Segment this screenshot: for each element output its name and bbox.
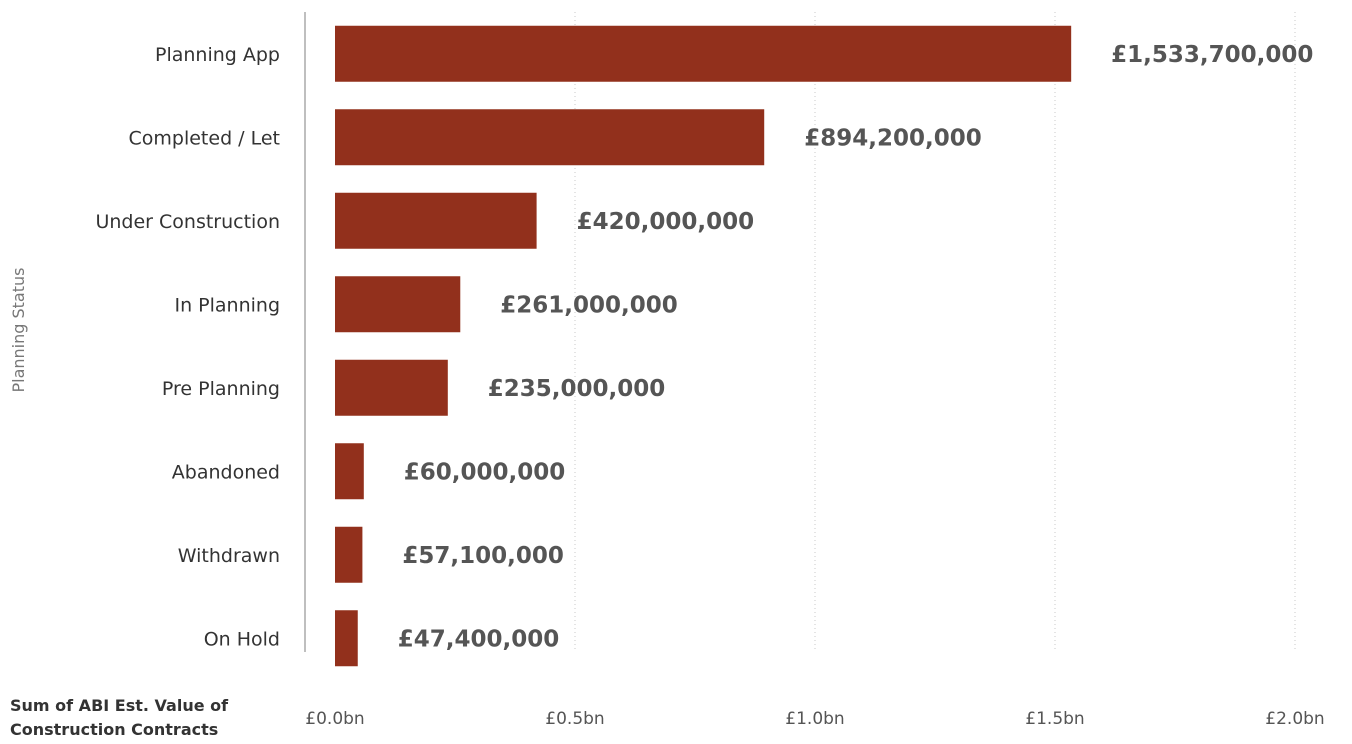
- value-labels: £1,533,700,000 £894,200,000 £420,000,000 £2…: [398, 42, 1314, 653]
- bar: [335, 109, 765, 166]
- bar: [335, 25, 1072, 82]
- value-label: £894,200,000: [804, 125, 982, 151]
- category-label: In Planning: [174, 294, 280, 316]
- bars: [335, 25, 1072, 667]
- value-label: £420,000,000: [577, 209, 755, 235]
- value-label: £1,533,700,000: [1111, 42, 1313, 68]
- category-label: Abandoned: [172, 461, 280, 483]
- bar: [335, 443, 364, 500]
- value-label: £47,400,000: [398, 626, 560, 652]
- category-label: Completed / Let: [129, 127, 281, 149]
- value-label: £261,000,000: [500, 292, 678, 318]
- value-label: £235,000,000: [488, 376, 666, 402]
- gridlines: [574, 12, 1296, 652]
- category-label: Pre Planning: [162, 378, 280, 400]
- x-tick-labels: £0.0bn £0.5bn £1.0bn £1.5bn £2.0bn: [305, 709, 1324, 729]
- x-tick-label: £1.0bn: [785, 709, 844, 729]
- y-axis-title: Planning Status: [9, 268, 28, 393]
- bar: [335, 276, 461, 333]
- x-tick-label: £0.5bn: [545, 709, 604, 729]
- category-label: On Hold: [204, 628, 280, 650]
- category-label: Under Construction: [95, 211, 280, 233]
- x-tick-label: £2.0bn: [1265, 709, 1324, 729]
- bar: [335, 192, 537, 249]
- bar: [335, 610, 358, 667]
- value-label: £60,000,000: [404, 459, 566, 485]
- bar: [335, 526, 363, 583]
- category-labels: Planning App Completed / Let Under Constru…: [95, 44, 280, 651]
- x-axis-title: Sum of ABI Est. Value of Construction Co…: [10, 696, 229, 739]
- value-label: £57,100,000: [402, 543, 564, 569]
- category-label: Withdrawn: [178, 545, 280, 567]
- category-label: Planning App: [155, 44, 280, 66]
- x-tick-label: £0.0bn: [305, 709, 364, 729]
- bar: [335, 359, 448, 416]
- x-tick-label: £1.5bn: [1025, 709, 1084, 729]
